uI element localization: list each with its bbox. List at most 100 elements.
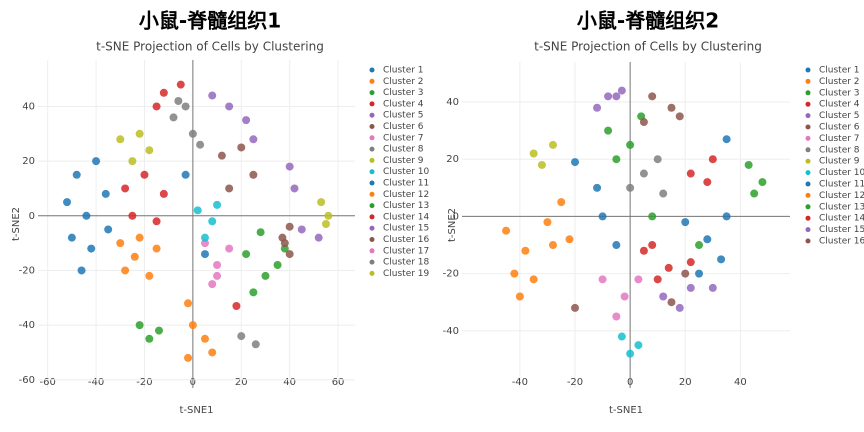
y-tick-label: 0 bbox=[453, 211, 459, 222]
data-point bbox=[675, 112, 684, 121]
legend-label: Cluster 12 bbox=[819, 191, 864, 201]
data-point bbox=[256, 228, 265, 237]
legend-label: Cluster 9 bbox=[819, 157, 860, 167]
data-point bbox=[502, 226, 511, 235]
data-point bbox=[667, 298, 676, 307]
x-tick-label: 60 bbox=[332, 377, 345, 388]
legend-marker bbox=[805, 78, 811, 84]
data-point bbox=[200, 233, 209, 242]
data-point bbox=[82, 211, 91, 220]
data-point bbox=[145, 271, 154, 280]
legend-label: Cluster 3 bbox=[819, 88, 860, 98]
data-point bbox=[237, 143, 246, 152]
x-tick-label: -20 bbox=[136, 377, 152, 388]
data-point bbox=[722, 212, 731, 221]
data-point bbox=[681, 218, 690, 227]
data-point bbox=[648, 241, 657, 250]
chart-title: 小鼠-脊髓组织2 bbox=[577, 9, 719, 33]
x-tick-label: 40 bbox=[283, 377, 296, 388]
legend-label: Cluster 11 bbox=[819, 180, 864, 190]
legend-label: Cluster 15 bbox=[819, 225, 864, 235]
y-tick-label: 0 bbox=[29, 211, 35, 222]
data-point bbox=[135, 321, 144, 330]
data-point bbox=[758, 178, 767, 187]
legend-label: Cluster 19 bbox=[383, 269, 430, 279]
data-point bbox=[639, 118, 648, 127]
data-point bbox=[232, 302, 241, 310]
data-point bbox=[176, 80, 185, 89]
y-axis-label: t-SNE2 bbox=[447, 208, 458, 242]
data-point bbox=[159, 189, 168, 198]
data-point bbox=[116, 135, 125, 144]
data-point bbox=[510, 269, 519, 278]
data-point bbox=[634, 275, 643, 284]
legend-label: Cluster 1 bbox=[819, 66, 860, 76]
chart-title: 小鼠-脊髓组织1 bbox=[139, 9, 281, 33]
legend-label: Cluster 6 bbox=[819, 123, 860, 133]
legend-label: Cluster 7 bbox=[383, 133, 424, 143]
legend-marker bbox=[805, 215, 811, 221]
data-point bbox=[290, 184, 299, 193]
data-point bbox=[116, 239, 125, 248]
data-point bbox=[72, 170, 81, 179]
data-point bbox=[686, 283, 695, 292]
legend-marker bbox=[369, 180, 375, 186]
x-tick-label: 20 bbox=[235, 377, 248, 388]
legend-marker bbox=[369, 248, 375, 254]
data-point bbox=[285, 222, 294, 231]
legend-label: Cluster 4 bbox=[819, 100, 860, 110]
data-point bbox=[200, 250, 209, 259]
data-point bbox=[703, 235, 712, 244]
data-point bbox=[543, 218, 552, 227]
y-axis-label: t-SNE2 bbox=[11, 207, 22, 241]
data-point bbox=[208, 348, 217, 357]
legend-marker bbox=[369, 270, 375, 276]
data-point bbox=[154, 326, 163, 335]
data-point bbox=[639, 246, 648, 255]
data-point bbox=[617, 332, 626, 341]
data-point bbox=[128, 211, 137, 220]
legend-marker bbox=[369, 124, 375, 129]
data-point bbox=[188, 129, 197, 138]
data-point bbox=[101, 189, 110, 198]
data-point bbox=[285, 250, 294, 259]
legend-marker bbox=[805, 204, 811, 210]
data-point bbox=[273, 261, 282, 269]
x-tick-label: -20 bbox=[567, 377, 583, 388]
data-point bbox=[77, 266, 86, 275]
legend-marker bbox=[805, 124, 811, 130]
data-point bbox=[593, 103, 602, 112]
data-point bbox=[208, 217, 217, 226]
data-point bbox=[708, 155, 717, 164]
data-point bbox=[193, 206, 202, 215]
data-point bbox=[708, 283, 717, 292]
data-point bbox=[140, 170, 149, 179]
data-point bbox=[121, 266, 130, 275]
data-point bbox=[181, 170, 190, 179]
data-point bbox=[280, 239, 289, 248]
data-point bbox=[280, 244, 289, 253]
data-point bbox=[557, 198, 566, 207]
data-point bbox=[225, 184, 234, 193]
legend-label: Cluster 17 bbox=[383, 246, 429, 256]
data-point bbox=[565, 235, 574, 244]
data-point bbox=[152, 102, 161, 111]
y-tick-label: 20 bbox=[446, 154, 459, 165]
data-point bbox=[648, 92, 657, 101]
data-point bbox=[324, 211, 333, 220]
data-point bbox=[213, 271, 222, 280]
data-point bbox=[548, 241, 557, 250]
data-point bbox=[249, 170, 258, 179]
data-point bbox=[208, 91, 217, 100]
data-point bbox=[529, 149, 538, 158]
legend-marker bbox=[805, 113, 811, 119]
data-point bbox=[703, 178, 712, 187]
data-point bbox=[208, 280, 217, 289]
data-point bbox=[145, 334, 154, 343]
x-tick-label: -60 bbox=[40, 377, 56, 388]
data-point bbox=[285, 162, 294, 171]
legend-marker bbox=[369, 259, 375, 265]
legend-label: Cluster 14 bbox=[383, 212, 430, 222]
data-point bbox=[598, 275, 607, 284]
x-axis-label: t-SNE1 bbox=[609, 405, 643, 416]
